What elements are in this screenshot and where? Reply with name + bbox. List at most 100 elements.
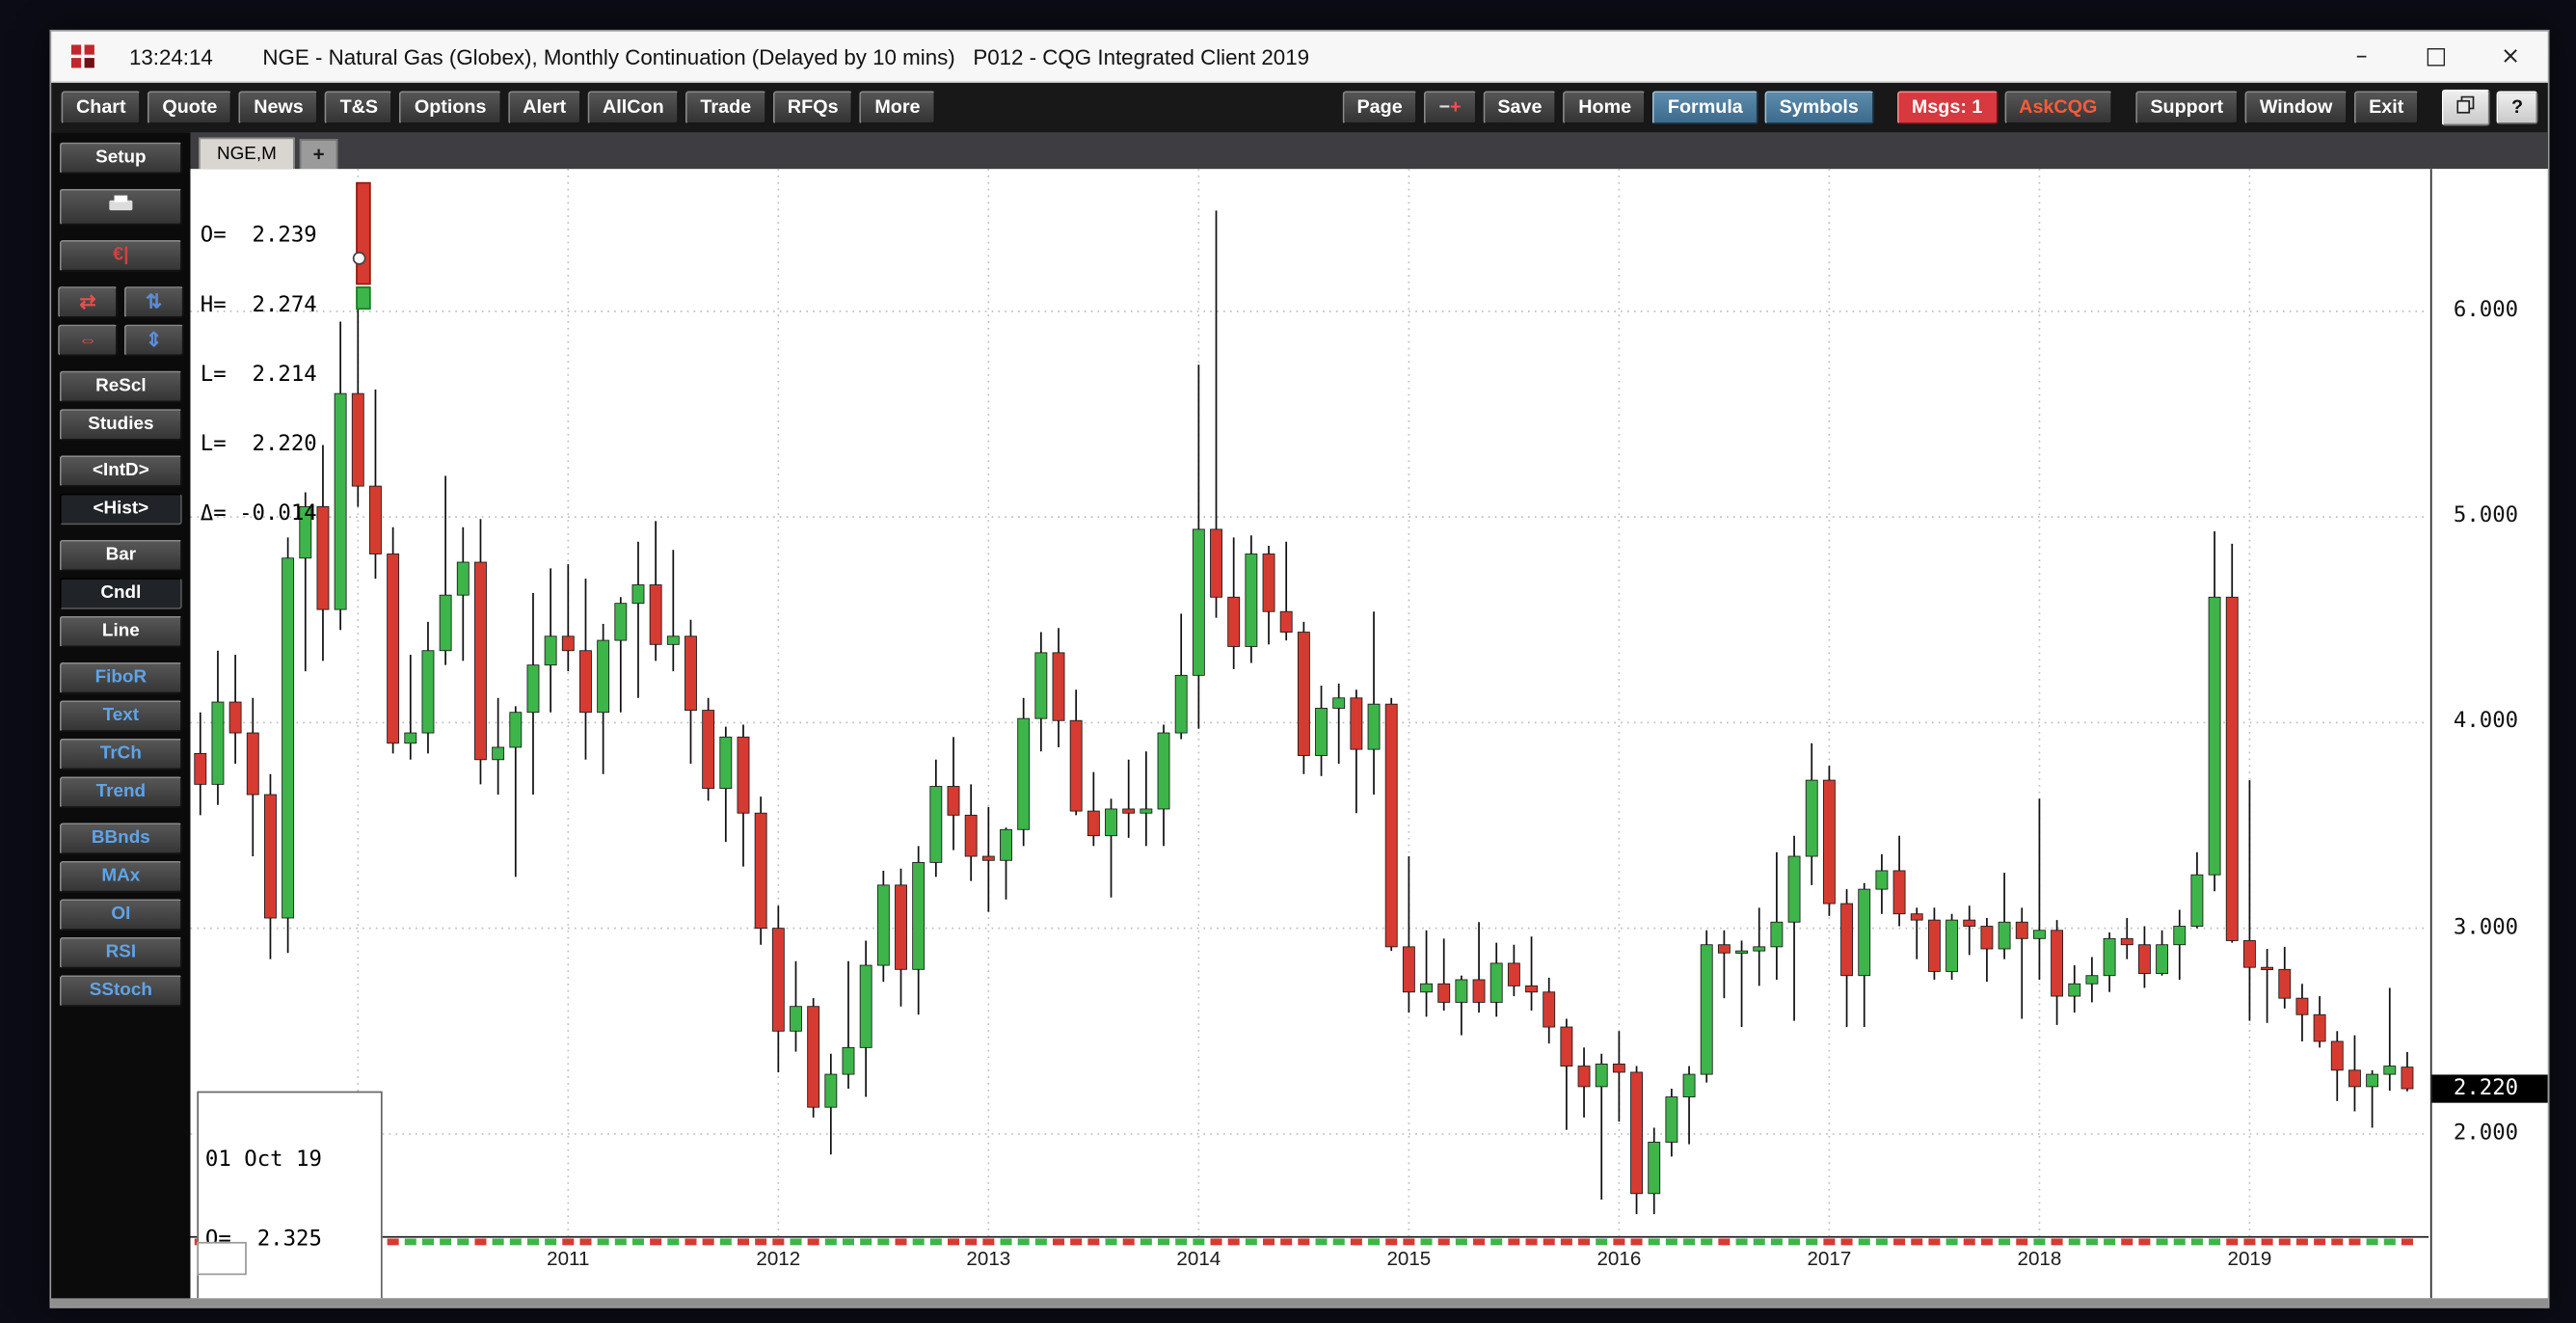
scrollbar-home-box[interactable]	[197, 1241, 247, 1276]
clock: 13:24:14	[128, 43, 213, 69]
scroll-left-right-button[interactable]: ⇄	[58, 286, 118, 318]
price-tick-3: 3.000	[2453, 915, 2519, 941]
ohlc-open: O= 2.239	[200, 223, 317, 249]
tab-nge-monthly[interactable]: NGE,M	[199, 137, 295, 170]
tab-bar: NGE,M +	[190, 132, 2548, 170]
svg-text:2018: 2018	[2018, 1248, 2062, 1270]
add-tab-button[interactable]: +	[299, 139, 338, 170]
current-bar-magnifier	[352, 181, 372, 310]
info-date: 01 Oct 19	[204, 1148, 322, 1173]
ohlc-low: L= 2.214	[200, 363, 317, 388]
rescale-button[interactable]: ReScl	[59, 370, 182, 403]
svg-text:2013: 2013	[966, 1248, 1010, 1270]
page-button[interactable]: Page	[1342, 91, 1418, 124]
exit-button[interactable]: Exit	[2353, 91, 2419, 124]
ohlc-readout: O= 2.239 H= 2.274 L= 2.214 L= 2.220 Δ= -…	[201, 178, 356, 573]
zoom-horizontal-button[interactable]: ⇔	[58, 324, 118, 357]
price-tick-6: 6.000	[2453, 298, 2519, 323]
open-interest-button[interactable]: OI	[59, 899, 182, 932]
bar-chart-button[interactable]: Bar	[59, 539, 182, 572]
current-price-marker	[352, 252, 366, 265]
chart-toolbar: Setup €| ⇄ ⇅ ⇔ ⇕ ReScl Studies <IntD> <H…	[51, 132, 191, 1299]
minimize-icon[interactable]: –	[2355, 42, 2368, 70]
print-button[interactable]	[59, 188, 182, 226]
home-button[interactable]: Home	[1563, 91, 1647, 124]
svg-text:2011: 2011	[547, 1248, 589, 1270]
menu-ts-button[interactable]: T&S	[325, 91, 393, 124]
slow-stochastic-button[interactable]: SStoch	[59, 975, 182, 1008]
cqg-logo-icon	[70, 43, 94, 68]
price-tick-4: 4.000	[2453, 708, 2519, 734]
overlapping-windows-icon	[2456, 95, 2475, 114]
last-price-tag: 2.220	[2431, 1074, 2548, 1103]
intraday-button[interactable]: <IntD>	[59, 455, 182, 487]
zoom-vertical-button[interactable]: ⇕	[123, 324, 184, 357]
menu-quote-button[interactable]: Quote	[147, 91, 232, 124]
ohlc-high: H= 2.274	[200, 292, 317, 318]
bollinger-bands-button[interactable]: BBnds	[59, 823, 182, 855]
chart-panel: NGE,M + 20102011201220132014201520162017…	[190, 132, 2548, 1299]
minus-icon: −	[1438, 97, 1451, 118]
menu-news-button[interactable]: News	[238, 91, 319, 124]
vertical-arrows-icon: ⇅	[146, 289, 163, 313]
price-tick-5: 5.000	[2453, 503, 2519, 528]
menu-chart-button[interactable]: Chart	[61, 91, 142, 124]
scroll-up-down-button[interactable]: ⇅	[123, 286, 184, 318]
price-tick-2: 2.000	[2453, 1120, 2519, 1147]
help-button[interactable]: ?	[2496, 91, 2538, 124]
symbols-button[interactable]: Symbols	[1764, 91, 1874, 124]
minus-plus-button[interactable]: −+	[1424, 91, 1477, 124]
menu-trade-button[interactable]: Trade	[684, 91, 766, 124]
setup-button[interactable]: Setup	[59, 142, 182, 175]
horizontal-arrows-icon: ⇄	[79, 289, 96, 313]
svg-text:2014: 2014	[1176, 1248, 1221, 1270]
menu-more-button[interactable]: More	[859, 91, 936, 124]
line-chart-button[interactable]: Line	[59, 615, 182, 648]
expand-vertical-icon: ⇕	[146, 328, 163, 352]
candlestick-chart[interactable]: 2010201120122013201420152016201720182019	[190, 169, 2429, 1298]
current-bar-down-segment	[356, 181, 371, 285]
menu-alert-button[interactable]: Alert	[507, 91, 581, 124]
price-axis[interactable]: 6.000 5.000 4.000 3.000 2.000 2.220	[2429, 169, 2548, 1299]
main-content: Setup €| ⇄ ⇅ ⇔ ⇕ ReScl Studies <IntD> <H…	[51, 132, 2548, 1299]
menu-rfqs-button[interactable]: RFQs	[772, 91, 854, 124]
euro-icon: €|	[113, 245, 129, 265]
support-button[interactable]: Support	[2134, 91, 2239, 124]
menu-bar: Chart Quote News T&S Options Alert AllCo…	[51, 82, 2548, 133]
printer-icon	[108, 194, 134, 214]
cqg-window: 13:24:14 NGE - Natural Gas (Globex), Mon…	[49, 29, 2550, 1309]
window-menu-button[interactable]: Window	[2244, 91, 2348, 124]
askcqg-button[interactable]: AskCQG	[2003, 91, 2112, 124]
trendline-button[interactable]: Trend	[59, 776, 182, 808]
menu-options-button[interactable]: Options	[399, 91, 501, 124]
ohlc-delta: Δ= -0.014	[200, 501, 317, 527]
currency-scale-button[interactable]: €|	[59, 239, 182, 272]
rsi-button[interactable]: RSI	[59, 936, 182, 969]
messages-button[interactable]: Msgs: 1	[1896, 91, 1998, 124]
restore-layout-icon[interactable]	[2441, 89, 2490, 126]
svg-text:2019: 2019	[2228, 1248, 2272, 1270]
expand-horizontal-icon: ⇔	[77, 328, 98, 352]
menu-allcon-button[interactable]: AllCon	[587, 91, 680, 124]
window-bottom-frame	[51, 1298, 2548, 1306]
formula-button[interactable]: Formula	[1652, 91, 1758, 124]
candlestick-button[interactable]: Cndl	[59, 578, 182, 609]
trend-channel-button[interactable]: TrCh	[59, 738, 182, 770]
chart-area: 2010201120122013201420152016201720182019…	[190, 169, 2548, 1299]
current-bar-up-segment	[356, 286, 371, 310]
fibonacci-button[interactable]: FiboR	[59, 662, 182, 694]
svg-text:2017: 2017	[1807, 1248, 1851, 1270]
text-tool-button[interactable]: Text	[59, 700, 182, 733]
maximize-icon[interactable]: □	[2425, 42, 2448, 70]
close-icon[interactable]: ×	[2501, 42, 2521, 70]
svg-text:2015: 2015	[1386, 1248, 1431, 1270]
title-bar[interactable]: 13:24:14 NGE - Natural Gas (Globex), Mon…	[51, 31, 2548, 83]
save-button[interactable]: Save	[1482, 91, 1557, 124]
ohlc-last: L= 2.220	[200, 432, 317, 457]
window-title: NGE - Natural Gas (Globex), Monthly Cont…	[262, 43, 1310, 69]
historical-button[interactable]: <Hist>	[59, 493, 182, 526]
moving-average-button[interactable]: MAx	[59, 860, 182, 893]
studies-button[interactable]: Studies	[59, 409, 182, 441]
svg-text:2016: 2016	[1597, 1248, 1641, 1270]
